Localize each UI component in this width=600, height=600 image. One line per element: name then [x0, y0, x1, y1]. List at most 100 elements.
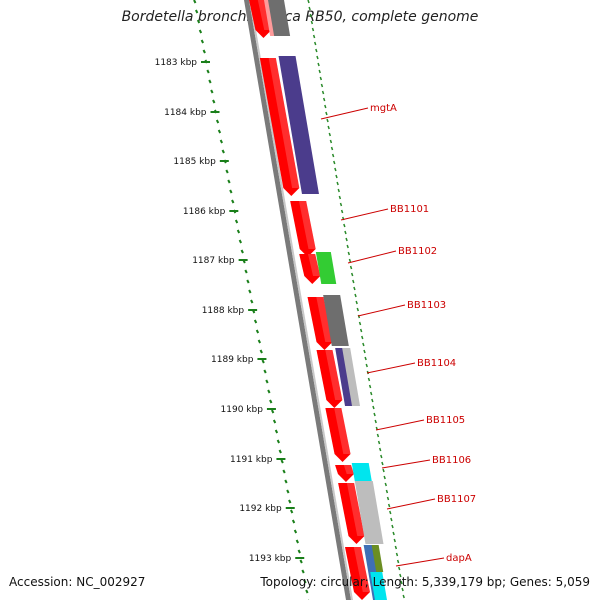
scale-tick-label: 1192 kbp — [239, 504, 282, 514]
scale-dot — [215, 119, 220, 124]
guide-dot — [356, 307, 359, 312]
guide-dot — [334, 167, 337, 172]
gene-label-BB1104: BB1104 — [417, 358, 456, 369]
guide-dot — [316, 55, 319, 60]
guide-dot — [324, 104, 327, 109]
gene-label-line — [357, 304, 406, 317]
scale-tick-label: 1187 kbp — [192, 256, 235, 266]
scale-dot — [231, 199, 235, 204]
cds-arrow-BB1105-highlight — [334, 408, 351, 454]
guide-dot — [389, 510, 392, 515]
scale-tick-label: 1184 kbp — [164, 108, 207, 118]
guide-dot — [307, 0, 310, 4]
scale-dot — [221, 149, 225, 154]
guide-dot — [390, 517, 393, 522]
guide-dot — [328, 132, 331, 137]
gene-label-line — [340, 208, 389, 221]
backbone-shadow — [249, 0, 353, 600]
scale-dot — [204, 59, 208, 64]
gene-label-line — [347, 250, 397, 264]
cog-bar-BB1107 — [354, 481, 384, 544]
guide-dot — [363, 349, 366, 354]
scale-dot — [212, 99, 216, 104]
guide-dot — [376, 433, 380, 438]
scale-dot — [301, 569, 305, 574]
scale-tick-label: 1190 kbp — [221, 405, 264, 415]
guide-dot — [378, 447, 382, 452]
guide-dot — [321, 90, 325, 95]
map-title: Bordetella bronchiseptica RB50, complete… — [121, 9, 479, 25]
guide-dot — [350, 272, 354, 277]
cds-arrow-dapA — [344, 547, 370, 600]
scale-dot — [244, 269, 248, 274]
scale-dot — [263, 369, 267, 374]
scale-dot — [282, 469, 286, 474]
scale-dot — [271, 409, 275, 414]
scale-dot — [290, 509, 294, 514]
scale-dot — [210, 89, 214, 94]
guide-dot — [359, 328, 363, 333]
guide-dot — [380, 454, 383, 459]
cds-arrow-mgtA-highlight — [268, 58, 300, 188]
gene-label-BB1103: BB1103 — [407, 300, 446, 311]
cds-arrow-BB1107 — [338, 483, 365, 544]
scale-dot — [248, 289, 252, 294]
scale-dot — [293, 529, 298, 534]
cog-bar-BB1102 — [315, 252, 337, 284]
cds-arrow-BB1106-highlight — [343, 465, 354, 474]
scale-dot — [297, 549, 301, 554]
scale-dot — [229, 189, 233, 194]
scale-dot — [280, 459, 284, 464]
scale-dot — [234, 219, 239, 224]
scale-tick-label: 1186 kbp — [183, 207, 226, 217]
guide-dot — [393, 538, 396, 543]
guide-dot — [364, 356, 367, 361]
guide-dot — [349, 265, 353, 270]
scale-dot — [250, 299, 254, 304]
scale-dot — [198, 29, 203, 34]
cds-arrow-BB1107-highlight — [346, 483, 365, 536]
topology-text: Topology: circular; Length: 5,339,179 bp… — [260, 575, 590, 589]
cds-arrow-BB1102-highlight — [307, 254, 321, 276]
guide-dot — [352, 279, 355, 284]
guide-dot — [395, 552, 399, 557]
scale-tick-label: 1188 kbp — [202, 306, 245, 316]
gene-label-BB1106: BB1106 — [432, 455, 471, 466]
scale-tick-label: 1189 kbp — [211, 355, 254, 365]
guide-dot — [344, 230, 347, 235]
guide-dot — [391, 524, 394, 529]
scale-dot — [259, 349, 263, 354]
cog-bar-BB1104b — [342, 348, 361, 406]
cog-bar-mgtA — [278, 56, 319, 194]
cds-arrow-dapA-highlight — [353, 547, 370, 592]
guide-dot — [370, 391, 373, 396]
cog-bar-BB1106 — [351, 463, 372, 481]
guide-dot — [333, 160, 336, 165]
scale-dot — [208, 79, 212, 84]
guide-dot — [329, 139, 333, 144]
cds-arrow-BB1106 — [335, 465, 354, 482]
guide-dot — [327, 125, 330, 130]
scale-dot — [278, 449, 282, 454]
cog-bar — [268, 0, 291, 36]
guide-dot — [367, 377, 371, 382]
gene-label-BB1102: BB1102 — [398, 246, 437, 257]
guide-dot — [381, 461, 384, 466]
guide-dot — [361, 335, 364, 340]
guide-dot — [339, 202, 343, 207]
scale-dot — [214, 109, 218, 114]
scale-dot — [303, 579, 307, 584]
guide-dot — [377, 440, 381, 445]
scale-tick-label: 1193 kbp — [249, 554, 292, 564]
guide-dot — [345, 237, 348, 242]
guide-dot — [383, 475, 386, 480]
guide-dot — [402, 594, 405, 599]
guide-dot — [372, 405, 375, 410]
guide-dot — [398, 566, 401, 571]
guide-dot — [330, 146, 334, 151]
guide-dot — [347, 251, 351, 256]
guide-dot — [331, 153, 335, 158]
guide-dot — [325, 111, 328, 116]
scale-dot — [233, 209, 237, 214]
